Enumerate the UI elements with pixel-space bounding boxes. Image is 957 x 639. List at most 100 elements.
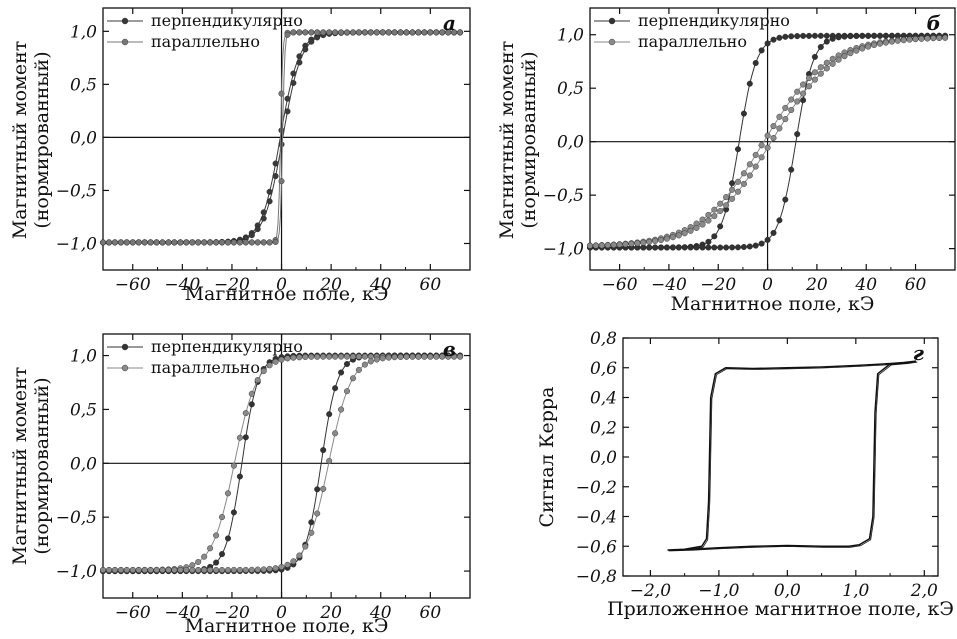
panel-b-chart: −60 −40 −20 0 20 40 60 1,0 0,5 0,0 −0,5 −1,0 Магнитн…: [496, 7, 956, 315]
x-axis-label: Магнитное поле, кЭ: [185, 615, 389, 637]
y-tick-label: −0,8: [576, 567, 617, 587]
data-point: [663, 235, 670, 242]
x-tick-label: 40: [854, 275, 877, 295]
data-point: [817, 32, 824, 39]
data-point: [272, 238, 279, 245]
data-point: [882, 32, 889, 39]
data-point: [445, 29, 452, 36]
data-point: [740, 110, 747, 117]
x-tick-label: 40: [369, 275, 392, 295]
data-point: [141, 239, 148, 246]
data-point: [451, 353, 458, 360]
data-point: [266, 565, 273, 572]
data-point: [332, 430, 339, 437]
data-point: [385, 354, 392, 361]
data-point: [230, 462, 237, 469]
data-point: [421, 29, 428, 36]
data-point: [776, 125, 783, 132]
y-tick-label: −0,4: [576, 508, 617, 528]
data-point: [811, 32, 818, 39]
data-point: [278, 141, 285, 148]
x-tick-label: 0: [276, 275, 287, 295]
data-point: [278, 356, 285, 363]
data-point: [823, 38, 830, 45]
y-tick-label: −0,5: [56, 181, 97, 201]
data-point: [681, 230, 688, 237]
data-point: [871, 42, 878, 49]
data-point: [308, 353, 315, 360]
data-point: [681, 244, 688, 251]
data-point: [201, 553, 208, 560]
data-point: [189, 239, 196, 246]
legend-label: параллельно: [638, 32, 747, 51]
y-tick-label: −0,5: [56, 508, 97, 528]
panel-label: a: [443, 11, 456, 35]
data-point: [332, 353, 339, 360]
data-point: [367, 29, 374, 36]
data-point: [711, 213, 718, 220]
data-point: [373, 356, 380, 363]
data-point: [99, 239, 106, 246]
data-point: [338, 353, 345, 360]
data-point: [326, 457, 333, 464]
data-point: [302, 46, 309, 53]
data-point: [865, 43, 872, 50]
y-tick-label: −0,5: [543, 186, 584, 206]
plot-frame: [622, 337, 939, 577]
data-point: [717, 223, 724, 230]
data-point: [811, 76, 818, 83]
kerr-loop-line: [667, 360, 917, 551]
data-point: [218, 567, 225, 574]
data-point: [841, 33, 848, 40]
y-tick-label: −0,6: [576, 537, 617, 557]
y-tick-label: −0,2: [576, 478, 617, 498]
data-point: [616, 241, 623, 248]
data-point: [165, 239, 172, 246]
data-point: [278, 563, 285, 570]
data-point: [314, 353, 321, 360]
data-point: [800, 81, 807, 88]
data-point: [811, 69, 818, 76]
y-axis-label: Сигнал Керра: [536, 387, 558, 528]
data-point: [764, 236, 771, 243]
data-point: [788, 166, 795, 173]
data-point: [105, 239, 112, 246]
data-point: [439, 29, 446, 36]
data-point: [628, 240, 635, 247]
data-point: [117, 567, 124, 574]
data-point: [141, 567, 148, 574]
data-point: [296, 29, 303, 36]
data-point: [201, 239, 208, 246]
y-axis-label: Магнитный момент: [9, 41, 31, 239]
data-point: [147, 567, 154, 574]
x-tick-label: 60: [905, 275, 927, 295]
data-point: [800, 32, 807, 39]
data-point: [165, 567, 172, 574]
data-point: [658, 236, 665, 243]
data-point: [314, 510, 321, 517]
data-point: [817, 64, 824, 71]
data-point: [320, 485, 327, 492]
data-point: [782, 196, 789, 203]
y-tick-label: 0,0: [590, 448, 617, 468]
data-point: [224, 490, 231, 497]
data-point: [260, 239, 267, 246]
data-point: [794, 33, 801, 40]
y-tick-label: 0,5: [70, 75, 97, 95]
data-point: [302, 354, 309, 361]
data-point: [823, 59, 830, 66]
data-point: [788, 106, 795, 113]
panel-label: в: [443, 337, 456, 361]
data-point: [350, 353, 357, 360]
data-point: [451, 29, 458, 36]
data-point: [218, 551, 225, 558]
data-point: [675, 244, 682, 251]
y-tick-label: 0,0: [557, 133, 584, 153]
data-point: [740, 170, 747, 177]
data-point: [338, 406, 345, 413]
data-point: [207, 545, 214, 552]
data-point: [835, 56, 842, 63]
data-point: [111, 239, 118, 246]
data-point: [224, 239, 231, 246]
x-tick-label: −40: [164, 275, 200, 295]
